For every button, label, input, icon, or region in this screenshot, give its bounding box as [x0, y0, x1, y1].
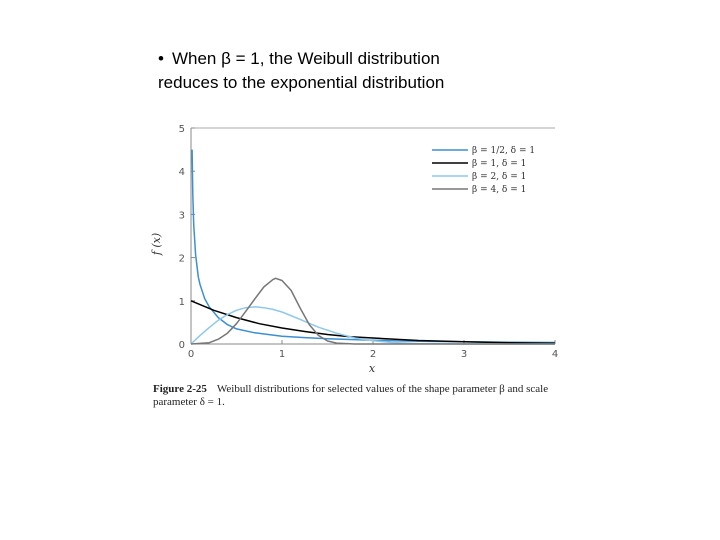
series-line-beta-0-5: [191, 149, 556, 344]
y-tick-label: 2: [179, 254, 185, 265]
series-line-beta-4: [190, 277, 555, 345]
x-tick-label: 3: [461, 349, 467, 360]
legend-entry-label: β = 1, δ = 1: [472, 159, 526, 169]
slide-text-line1-body: When β = 1, the Weibull distribution: [171, 49, 440, 68]
x-tick-label: 2: [370, 349, 376, 360]
chart-legend: β = 1/2, δ = 1 β = 1, δ = 1 β = 2, δ = 1 β …: [432, 146, 535, 195]
legend-entry-label: β = 1/2, δ = 1: [472, 146, 535, 156]
y-tick-label: 4: [179, 167, 185, 178]
y-tick-label: 1: [179, 297, 185, 308]
y-tick-label: 3: [179, 210, 185, 221]
legend-entry-label: β = 4, δ = 1: [472, 185, 526, 195]
x-axis-label: x: [369, 362, 376, 375]
y-tick-label: 5: [179, 124, 185, 135]
x-tick-label: 0: [188, 349, 194, 360]
series-line-beta-1: [190, 300, 556, 344]
bullet-glyph: •: [158, 49, 164, 68]
figure-caption: Figure 2-25 Weibull distributions for sel…: [153, 383, 573, 409]
legend-entry-label: β = 2, δ = 1: [472, 172, 526, 182]
chart-series: [190, 149, 556, 345]
slide-text-line2: reduces to the exponential distribution: [158, 73, 445, 92]
y-tick-label: 0: [179, 340, 185, 351]
figure-caption-text: Weibull distributions for selected value…: [153, 383, 549, 408]
series-line-beta-2: [190, 306, 555, 345]
slide-text: • When β = 1, the Weibull distribution re…: [158, 47, 578, 95]
x-tick-label: 4: [552, 349, 558, 360]
y-axis-label: f (x): [150, 233, 163, 256]
figure-number: Figure 2-25: [153, 383, 207, 395]
x-tick-label: 1: [279, 349, 285, 360]
slide-text-line1: • When β = 1, the Weibull distribution: [158, 47, 578, 71]
